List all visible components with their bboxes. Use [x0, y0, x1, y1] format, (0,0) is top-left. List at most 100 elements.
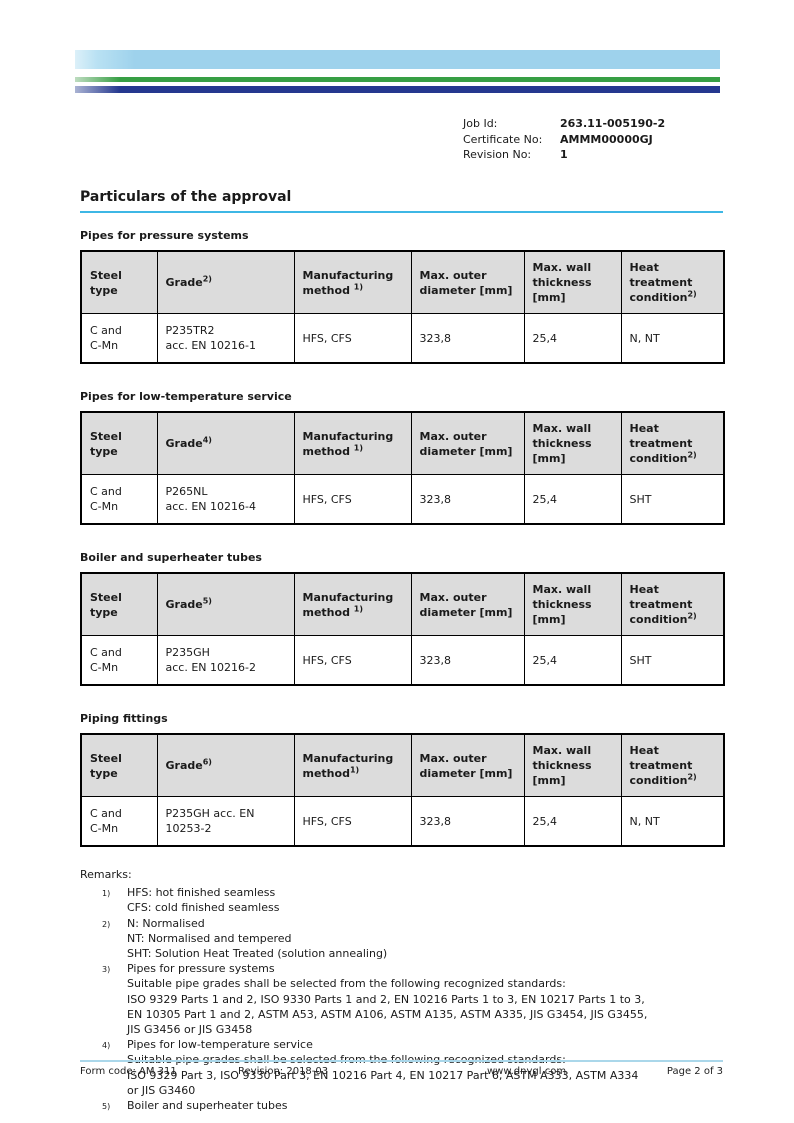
- remark-text: HFS: hot finished seamless CFS: cold fini…: [127, 886, 280, 915]
- table-cell: 25,4: [523, 796, 622, 847]
- table-cell: P235GH acc. EN 10216-2: [156, 635, 295, 686]
- footer-revision: Revision: 2018-03: [238, 1066, 329, 1077]
- approval-table: Steel type Grade4) Manufacturing method 1)…: [80, 411, 725, 525]
- footnote-marker: 4): [102, 1041, 111, 1051]
- column-header: Heat treatment condition2): [620, 733, 725, 797]
- remark-item: 1) HFS: hot finished seamless CFS: cold fi…: [80, 885, 723, 915]
- certificate-no-row: Certificate No: AMMM00000GJ: [463, 132, 665, 148]
- table-cell: SHT: [620, 635, 725, 686]
- table-cell: 323,8: [410, 474, 525, 525]
- footnote-marker: 3): [102, 965, 111, 975]
- page-footer: Form code: AM 311 Revision: 2018-03 www.…: [80, 1060, 723, 1077]
- brand-bar-light-blue: [75, 50, 720, 69]
- column-header: Max. wall thickness [mm]: [523, 572, 622, 636]
- footnote-marker: 5): [102, 1102, 111, 1112]
- column-header: Max. outer diameter [mm]: [410, 411, 525, 475]
- header-row: Steel type Grade4) Manufacturing method 1)…: [80, 411, 725, 475]
- column-header: Manufacturing method 1): [293, 572, 412, 636]
- section-title: Piping fittings: [80, 712, 168, 725]
- table-row: C and C-Mn P235GH acc. EN 10253-2 HFS, CFS 32…: [80, 796, 725, 847]
- remark-text: Pipes for pressure systems Suitable pipe …: [127, 962, 648, 1037]
- column-header: Max. outer diameter [mm]: [410, 733, 525, 797]
- table-cell: 25,4: [523, 635, 622, 686]
- table-cell: HFS, CFS: [293, 313, 412, 364]
- column-header: Max. wall thickness [mm]: [523, 411, 622, 475]
- approval-section: Pipes for pressure systems Steel type Grad…: [80, 229, 725, 364]
- table-cell: N, NT: [620, 796, 725, 847]
- remark-text: N: Normalised NT: Normalised and tempered…: [127, 916, 388, 961]
- table-row: C and C-Mn P265NL acc. EN 10216-4 HFS, CFS 32…: [80, 474, 725, 525]
- content-column: Particulars of the approval Pipes for pr…: [80, 189, 725, 1113]
- brand-bar-green: [75, 77, 720, 82]
- column-header: Steel type: [80, 733, 158, 797]
- table-row: C and C-Mn P235TR2 acc. EN 10216-1 HFS, CFS 3…: [80, 313, 725, 364]
- certificate-no-value: AMMM00000GJ: [560, 132, 653, 146]
- footnote-marker: 1): [102, 889, 111, 899]
- column-header: Grade4): [156, 411, 295, 475]
- table-cell: 25,4: [523, 474, 622, 525]
- section-title: Pipes for pressure systems: [80, 229, 249, 242]
- column-header: Max. outer diameter [mm]: [410, 572, 525, 636]
- header-row: Steel type Grade2) Manufacturing method 1)…: [80, 250, 725, 314]
- remark-item: 2) N: Normalised NT: Normalised and temper…: [80, 916, 723, 962]
- sections: Pipes for pressure systems Steel type Grad…: [80, 229, 725, 847]
- table-cell: SHT: [620, 474, 725, 525]
- column-header: Heat treatment condition2): [620, 250, 725, 314]
- brand-bars: [75, 50, 720, 93]
- column-header: Manufacturing method1): [293, 733, 412, 797]
- job-id-row: Job Id: 263.11-005190-2: [463, 116, 665, 132]
- table-cell: C and C-Mn: [80, 474, 158, 525]
- job-id-label: Job Id:: [463, 117, 498, 130]
- table-cell: 25,4: [523, 313, 622, 364]
- table-cell: 323,8: [410, 635, 525, 686]
- approval-table: Steel type Grade5) Manufacturing method 1)…: [80, 572, 725, 686]
- certificate-no-label: Certificate No:: [463, 132, 543, 146]
- column-header: Manufacturing method 1): [293, 411, 412, 475]
- column-header: Max. outer diameter [mm]: [410, 250, 525, 314]
- table-cell: 323,8: [410, 796, 525, 847]
- table-row: C and C-Mn P235GH acc. EN 10216-2 HFS, CFS 32…: [80, 635, 725, 686]
- table-cell: C and C-Mn: [80, 796, 158, 847]
- section-title: Pipes for low-temperature service: [80, 390, 292, 403]
- brand-bar-dark-blue: [75, 86, 720, 93]
- footer-website: www.dnvgl.com: [487, 1066, 567, 1077]
- column-header: Steel type: [80, 572, 158, 636]
- footnote-marker: 2): [102, 919, 111, 929]
- table-cell: HFS, CFS: [293, 474, 412, 525]
- remarks-section: Remarks: 1) HFS: hot finished seamless CFS…: [80, 867, 723, 1113]
- section-title: Boiler and superheater tubes: [80, 551, 262, 564]
- column-header: Manufacturing method 1): [293, 250, 412, 314]
- column-header: Grade6): [156, 733, 295, 797]
- table-cell: HFS, CFS: [293, 635, 412, 686]
- page-title: Particulars of the approval: [80, 189, 723, 213]
- approval-section: Pipes for low-temperature service Steel t…: [80, 390, 725, 525]
- remark-text: Pipes for low-temperature service Suitabl…: [127, 1038, 639, 1097]
- approval-table: Steel type Grade6) Manufacturing method1) M…: [80, 733, 725, 847]
- remark-item: 5) Boiler and superheater tubes: [80, 1098, 723, 1113]
- header-row: Steel type Grade5) Manufacturing method 1)…: [80, 572, 725, 636]
- revision-no-value: 1: [560, 148, 568, 161]
- job-id-value: 263.11-005190-2: [560, 117, 666, 130]
- approval-section: Boiler and superheater tubes Steel type Gr…: [80, 551, 725, 686]
- table-cell: C and C-Mn: [80, 313, 158, 364]
- column-header: Grade5): [156, 572, 295, 636]
- footer-form-code: Form code: AM 311: [80, 1066, 177, 1077]
- column-header: Heat treatment condition2): [620, 411, 725, 475]
- column-header: Heat treatment condition2): [620, 572, 725, 636]
- column-header: Steel type: [80, 250, 158, 314]
- revision-no-row: Revision No: 1: [463, 147, 665, 163]
- table-cell: HFS, CFS: [293, 796, 412, 847]
- column-header: Steel type: [80, 411, 158, 475]
- column-header: Max. wall thickness [mm]: [523, 250, 622, 314]
- revision-no-label: Revision No:: [463, 148, 532, 161]
- column-header: Max. wall thickness [mm]: [523, 733, 622, 797]
- remarks-title: Remarks:: [80, 868, 132, 881]
- approval-section: Piping fittings Steel type Grade6) Manufact…: [80, 712, 725, 847]
- footer-page-number: Page 2 of 3: [666, 1066, 723, 1077]
- table-cell: P235GH acc. EN 10253-2: [156, 796, 295, 847]
- remark-text: Boiler and superheater tubes: [127, 1099, 288, 1113]
- header-row: Steel type Grade6) Manufacturing method1) M…: [80, 733, 725, 797]
- remark-item: 4) Pipes for low-temperature service Suita…: [80, 1037, 723, 1098]
- remarks-list: 1) HFS: hot finished seamless CFS: cold fi…: [80, 885, 723, 1113]
